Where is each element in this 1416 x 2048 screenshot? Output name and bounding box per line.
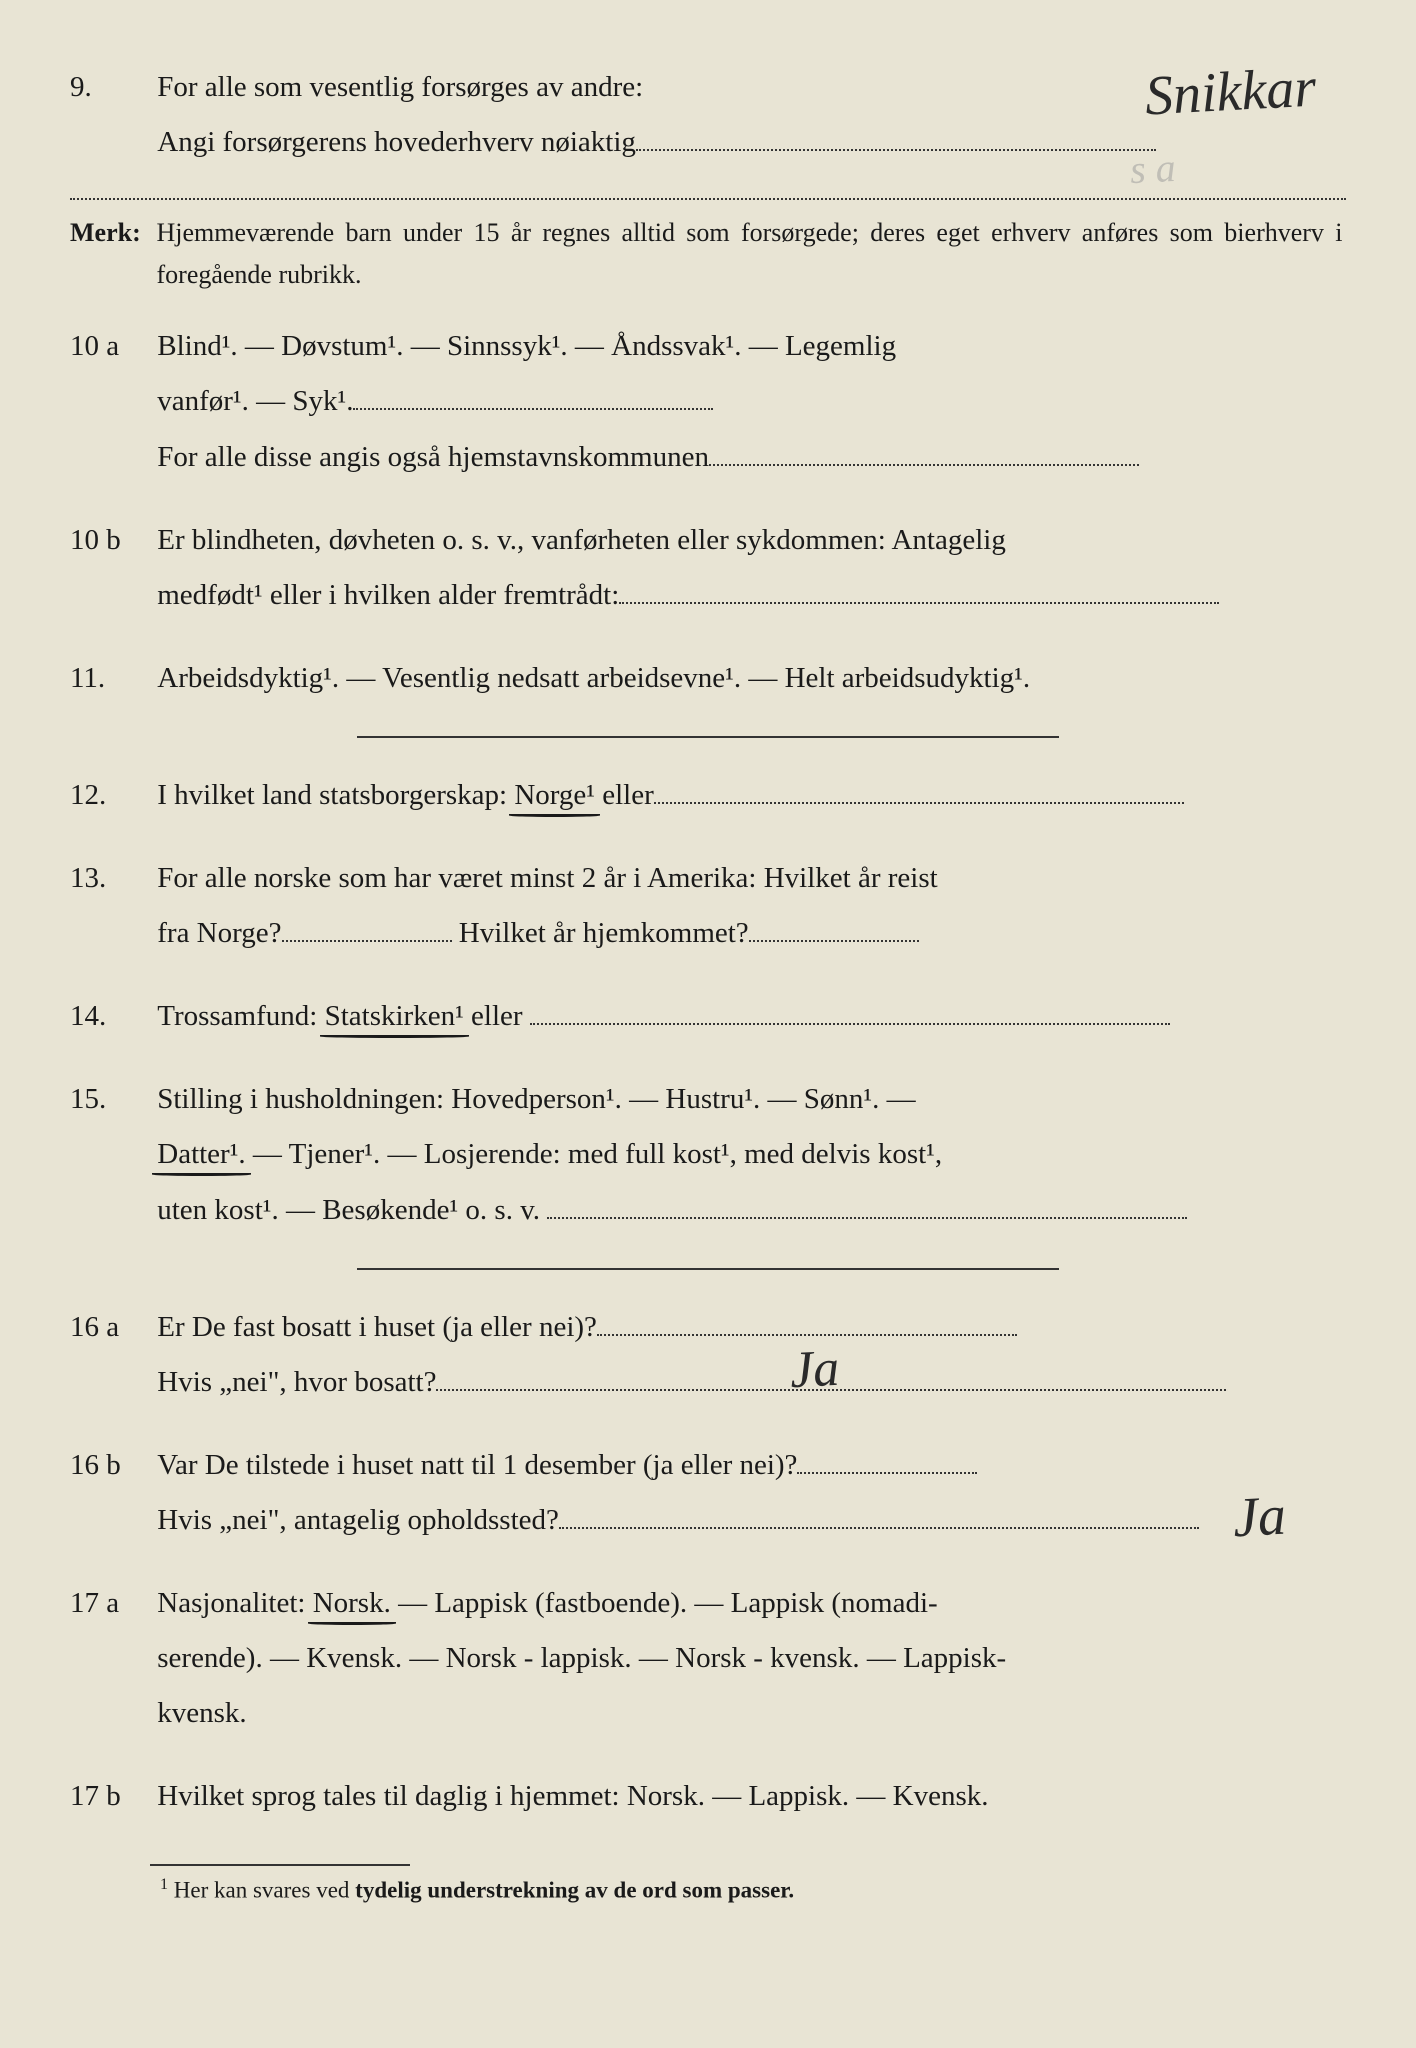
handwritten-answer-16a: Ja [788, 1339, 840, 1400]
q17a-line2: serende). — Kvensk. — Norsk - lappisk. —… [157, 1642, 1006, 1674]
q16b-number: 16 b [70, 1438, 150, 1493]
question-16a: 16 a Er De fast bosatt i huset (ja eller… [70, 1300, 1346, 1410]
q13-line1: For alle norske som har været minst 2 år… [157, 862, 937, 894]
question-16b: 16 b Var De tilstede i huset natt til 1 … [70, 1438, 1346, 1548]
q12-number: 12. [70, 768, 150, 823]
q9-line2: Angi forsørgerens hovederhverv nøiaktig [157, 126, 636, 158]
q16b-blank1 [797, 1445, 977, 1474]
q16b-blank2 [559, 1500, 1199, 1529]
q14-blank [530, 996, 1170, 1025]
separator-line-2 [357, 1268, 1059, 1270]
q9-line1: For alle som vesentlig forsørges av andr… [157, 71, 643, 103]
handwritten-answer-9: Snikkar [1143, 56, 1317, 129]
q12-text-a: I hvilket land statsborgerskap: [157, 779, 514, 811]
q12-norge-underlined: Norge¹ [514, 779, 595, 811]
merk-label: Merk: [70, 212, 150, 254]
q15-blank [547, 1190, 1187, 1219]
q16a-number: 16 a [70, 1300, 150, 1355]
q13-blank2 [749, 913, 919, 942]
q14-text-b: eller [464, 1000, 530, 1032]
q15-number: 15. [70, 1072, 150, 1127]
q15-datter-underlined: Datter¹. [157, 1138, 245, 1170]
q10a-blank1 [353, 381, 713, 410]
question-17b: 17 b Hvilket sprog tales til daglig i hj… [70, 1769, 1346, 1824]
q15-line3: uten kost¹. — Besøkende¹ o. s. v. [157, 1194, 547, 1226]
q10a-number: 10 a [70, 319, 150, 374]
q12-blank [654, 775, 1184, 804]
q10b-line1: Er blindheten, døvheten o. s. v., vanfør… [157, 524, 1006, 556]
q10b-line2: medfødt¹ eller i hvilken alder fremtrådt… [157, 579, 619, 611]
q13-number: 13. [70, 851, 150, 906]
q9-number: 9. [70, 60, 150, 115]
q10a-line3: For alle disse angis også hjemstavnskomm… [157, 441, 709, 473]
merk-note: Merk: Hjemmeværende barn under 15 år reg… [70, 212, 1346, 295]
q16a-blank1 [597, 1307, 1017, 1336]
q10a-blank2 [709, 437, 1139, 466]
separator-dotted [70, 198, 1346, 200]
footnote-text-a: Her kan svares ved [174, 1878, 355, 1903]
q15-line2b: — Tjener¹. — Losjerende: med full kost¹,… [246, 1138, 942, 1170]
merk-text: Hjemmeværende barn under 15 år regnes al… [157, 212, 1343, 295]
q15-line1: Stilling i husholdningen: Hovedperson¹. … [157, 1083, 915, 1115]
q16b-line1: Var De tilstede i huset natt til 1 desem… [157, 1449, 797, 1481]
q17a-text-b: — Lappisk (fastboende). — Lappisk (nomad… [391, 1587, 938, 1619]
q16a-line2: Hvis „nei", hvor bosatt? [157, 1366, 436, 1398]
q11-number: 11. [70, 651, 150, 706]
handwritten-faint: s a [1129, 144, 1177, 193]
question-15: 15. Stilling i husholdningen: Hovedperso… [70, 1072, 1346, 1237]
q10b-blank [619, 575, 1219, 604]
q14-statskirken-underlined: Statskirken¹ [325, 1000, 464, 1032]
q11-text: Arbeidsdyktig¹. — Vesentlig nedsatt arbe… [157, 651, 1343, 706]
question-12: 12. I hvilket land statsborgerskap: Norg… [70, 768, 1346, 823]
q9-blank [636, 122, 1156, 151]
q14-text-a: Trossamfund: [157, 1000, 324, 1032]
question-10b: 10 b Er blindheten, døvheten o. s. v., v… [70, 513, 1346, 623]
q17b-number: 17 b [70, 1769, 150, 1824]
separator-line-1 [357, 736, 1059, 738]
question-11: 11. Arbeidsdyktig¹. — Vesentlig nedsatt … [70, 651, 1346, 706]
q16a-line1: Er De fast bosatt i huset (ja eller nei)… [157, 1311, 597, 1343]
footnote-text-b: tydelig understrekning av de ord som pas… [355, 1878, 794, 1903]
q17b-text: Hvilket sprog tales til daglig i hjemmet… [157, 1769, 1343, 1824]
question-17a: 17 a Nasjonalitet: Norsk. — Lappisk (fas… [70, 1576, 1346, 1741]
q14-number: 14. [70, 989, 150, 1044]
q17a-line3: kvensk. [157, 1697, 246, 1729]
q10b-number: 10 b [70, 513, 150, 568]
q12-text-b: eller [595, 779, 654, 811]
q13-line2b: Hvilket år hjemkommet? [452, 917, 749, 949]
q10a-options: Blind¹. — Døvstum¹. — Sinnssyk¹. — Åndss… [157, 330, 896, 362]
footnote-separator [150, 1864, 410, 1866]
q10a-line2: vanfør¹. — Syk¹. [157, 385, 353, 417]
handwritten-answer-16b: Ja [1232, 1484, 1288, 1551]
question-10a: 10 a Blind¹. — Døvstum¹. — Sinnssyk¹. — … [70, 319, 1346, 484]
q13-line2a: fra Norge? [157, 917, 281, 949]
footnote-number: 1 [160, 1876, 168, 1893]
q17a-norsk-underlined: Norsk. [313, 1587, 391, 1619]
question-13: 13. For alle norske som har været minst … [70, 851, 1346, 961]
question-14: 14. Trossamfund: Statskirken¹ eller [70, 989, 1346, 1044]
q13-blank1 [282, 913, 452, 942]
q16b-line2: Hvis „nei", antagelig opholdssted? [157, 1504, 559, 1536]
q17a-number: 17 a [70, 1576, 150, 1631]
footnote: 1 Her kan svares ved tydelig understrekn… [160, 1876, 1346, 1904]
q17a-text-a: Nasjonalitet: [157, 1587, 312, 1619]
